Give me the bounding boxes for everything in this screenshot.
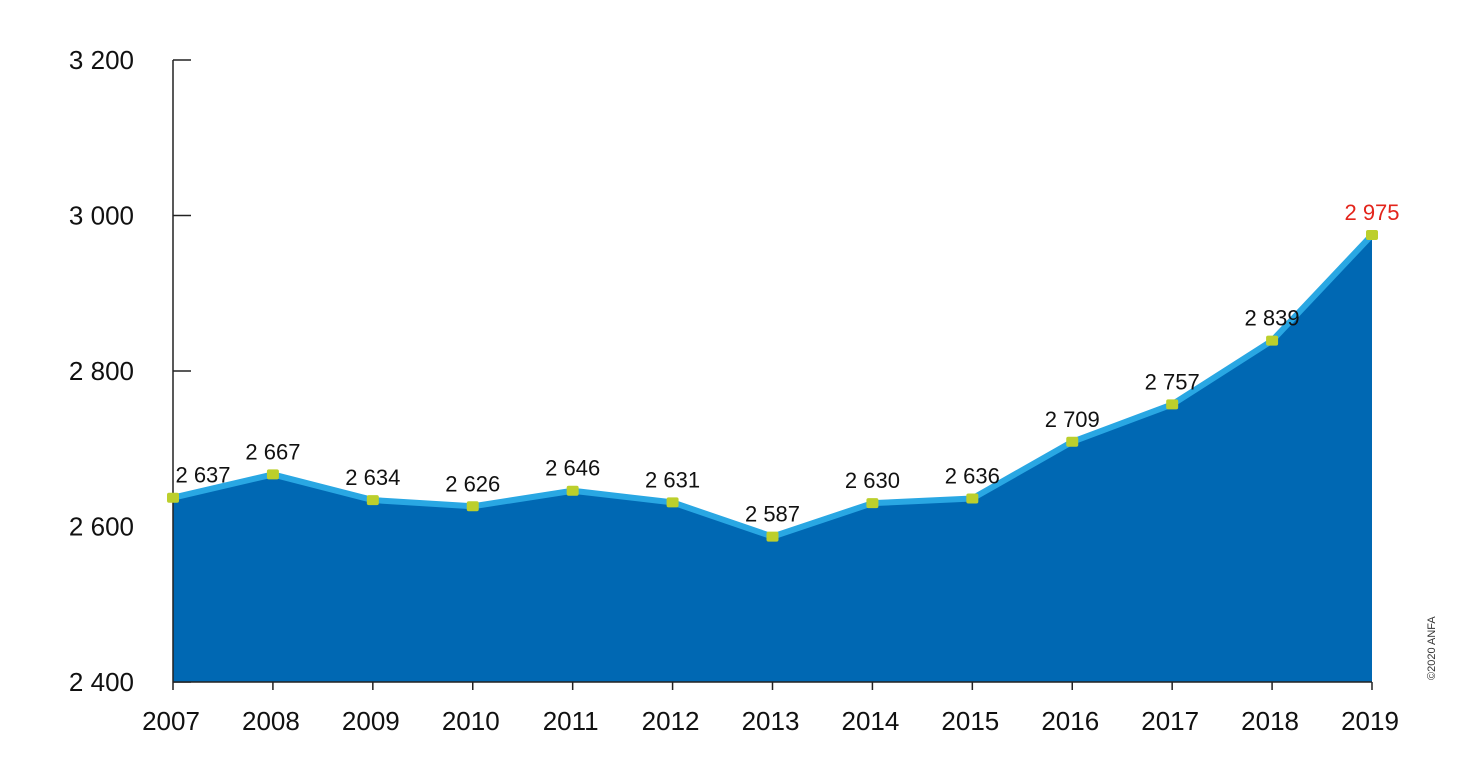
area-fill [173,234,1372,682]
data-point [1066,436,1079,447]
data-markers [167,229,1378,542]
data-label: 2 637 [175,463,230,488]
data-point [966,493,979,504]
x-axis: 2007 2008 2009 2010 2011 2012 2013 2014 2015 2016… [142,682,1399,736]
data-labels: 2 637 2 667 2 634 2 626 2 646 2 631 2 587 2 630… [175,200,1399,527]
data-point [566,485,579,496]
x-tick-label: 2017 [1141,706,1199,736]
data-point [766,531,779,542]
data-point [666,497,679,508]
data-label: 2 634 [345,465,400,490]
y-axis: 2 400 2 600 2 800 3 000 3 200 [69,45,191,697]
x-tick-label: 2013 [742,706,800,736]
y-tick-label: 3 000 [69,201,134,231]
x-tick-label: 2016 [1041,706,1099,736]
data-point [866,498,879,509]
data-label: 2 631 [645,467,700,492]
data-point [1166,399,1179,410]
data-label: 2 646 [545,456,600,481]
data-label: 2 709 [1045,407,1100,432]
data-point [466,501,479,512]
x-tick-label: 2009 [342,706,400,736]
data-label: 2 630 [845,468,900,493]
x-tick-label: 2019 [1341,706,1399,736]
data-point [266,469,279,480]
data-label: 2 587 [745,502,800,527]
data-point [1266,335,1279,346]
data-label: 2 839 [1245,306,1300,331]
y-tick-label: 2 600 [69,512,134,542]
x-tick-label: 2015 [941,706,999,736]
data-label-highlight: 2 975 [1344,200,1399,225]
x-tick-label: 2007 [142,706,200,736]
data-point [167,492,179,503]
data-label: 2 636 [945,464,1000,489]
x-tick-label: 2008 [242,706,300,736]
x-tick-label: 2014 [841,706,899,736]
copyright-text: ©2020 ANFA [1426,616,1438,680]
x-tick-label: 2012 [642,706,700,736]
data-label: 2 626 [445,471,500,496]
y-tick-label: 3 200 [69,45,134,75]
x-tick-label: 2018 [1241,706,1299,736]
x-tick-label: 2011 [543,706,599,736]
y-tick-label: 2 800 [69,356,134,386]
data-label: 2 757 [1145,369,1200,394]
x-tick-label: 2010 [442,706,500,736]
data-point [366,495,379,506]
data-point [1366,229,1378,240]
data-label: 2 667 [245,439,300,464]
y-tick-label: 2 400 [69,667,134,697]
